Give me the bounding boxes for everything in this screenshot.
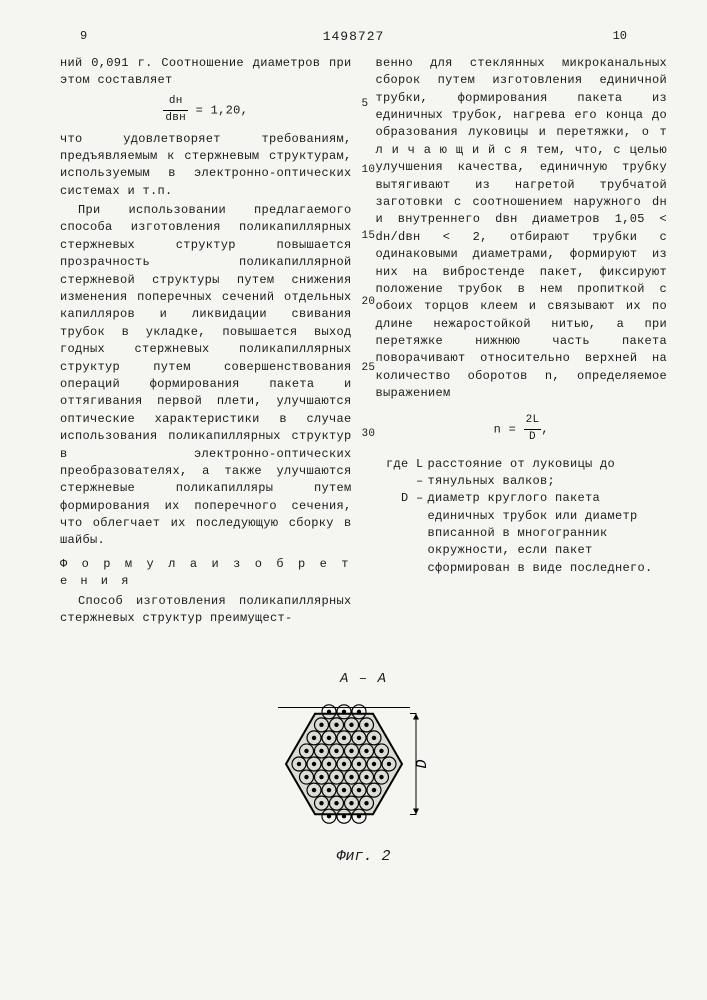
formula-n: n = 2L D , xyxy=(376,413,668,446)
page-header: 9 1498727 10 xyxy=(60,28,667,47)
formula1-den: dвн xyxy=(163,111,188,127)
left-para-1: ний 0,091 г. Соотношение диаметров при э… xyxy=(60,55,352,90)
where-D: диаметр круглого пакета единичных трубок… xyxy=(428,490,668,577)
left-para-2: что удовлетворяет требованиям, предъявля… xyxy=(60,131,352,201)
formula1-num: dн xyxy=(163,94,188,111)
patent-number: 1498727 xyxy=(120,28,587,47)
formula2-num: 2L xyxy=(524,413,542,430)
left-para-3: При использовании предлагаемого способа … xyxy=(60,202,352,550)
left-para-4: Способ изготовления поликапиллярных стер… xyxy=(60,593,352,628)
formula-ratio: dн dвн = 1,20, xyxy=(60,94,352,127)
figure-section-label: А – А xyxy=(60,669,667,689)
formula2-den: D xyxy=(524,430,542,446)
where-L: расстояние от луковицы до тянульных валк… xyxy=(428,456,668,491)
claims-title: Ф о р м у л а и з о б р е т е н и я xyxy=(60,556,352,591)
column-left: ний 0,091 г. Соотношение диаметров при э… xyxy=(60,55,352,630)
where-D-sym: D – xyxy=(376,490,428,577)
page-number-right: 10 xyxy=(587,28,627,47)
formula1-eq: = 1,20, xyxy=(188,103,248,117)
figure-caption: Фиг. 2 xyxy=(60,846,667,868)
where-block: где L – расстояние от луковицы до тянуль… xyxy=(376,456,668,578)
formula2-rhs: , xyxy=(541,422,549,436)
formula2-lhs: n = xyxy=(494,422,524,436)
text-columns: ний 0,091 г. Соотношение диаметров при э… xyxy=(60,55,667,630)
column-right: 51015202530 венно для стеклянных микрока… xyxy=(376,55,668,630)
page-number-left: 9 xyxy=(80,28,120,47)
figure-2: А – А D Фиг. 2 xyxy=(60,669,667,867)
right-para-1: венно для стеклянных микроканальных сбор… xyxy=(376,55,668,403)
hexagon-diagram: D xyxy=(274,694,454,834)
svg-text:D: D xyxy=(414,759,431,768)
where-L-sym: где L – xyxy=(376,456,428,491)
